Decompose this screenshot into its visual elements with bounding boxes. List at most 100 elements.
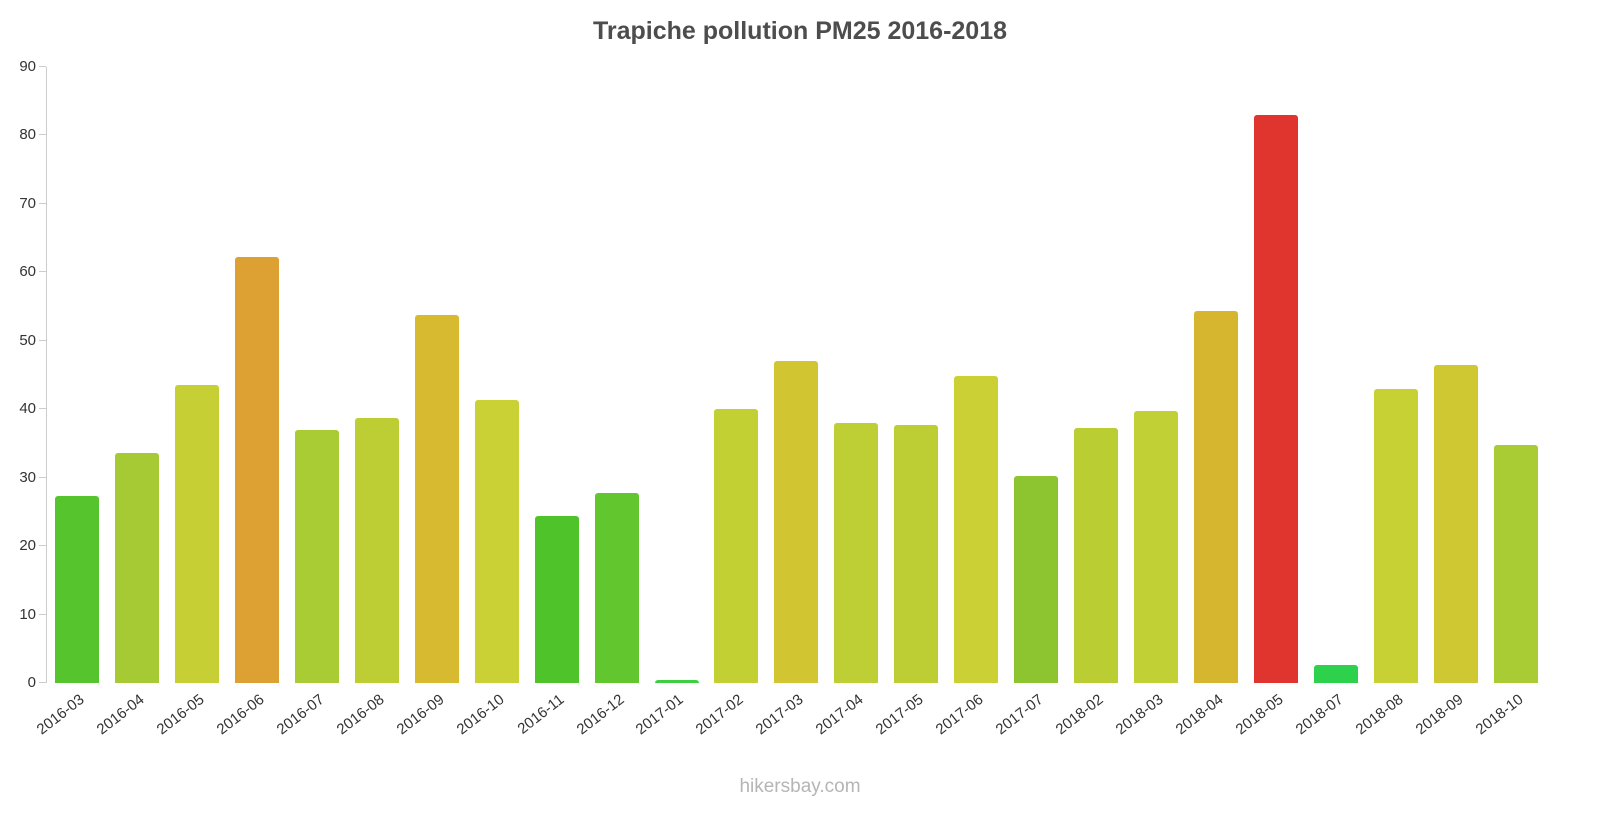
bar-slot: 2018-02 bbox=[1053, 67, 1126, 738]
bar-slot: 2016-11 bbox=[514, 67, 587, 738]
bar-slot: 2016-08 bbox=[333, 67, 407, 738]
bar-2018-08[interactable] bbox=[1373, 389, 1418, 683]
y-tick-label: 10 bbox=[19, 605, 36, 623]
x-tick-label: 2016-06 bbox=[213, 691, 268, 739]
x-tick-label: 2018-07 bbox=[1292, 691, 1347, 739]
x-tick-label: 2017-05 bbox=[872, 691, 927, 739]
bar-2018-02[interactable] bbox=[1074, 427, 1119, 683]
y-tick-mark bbox=[39, 271, 46, 273]
y-tick-label: 60 bbox=[19, 263, 36, 281]
bar-slot: 2016-04 bbox=[94, 67, 167, 738]
bar-slot: 2018-09 bbox=[1413, 67, 1486, 738]
bar-slot: 2018-07 bbox=[1293, 67, 1366, 738]
x-tick-label: 2018-02 bbox=[1052, 691, 1107, 739]
bar-2016-06[interactable] bbox=[234, 257, 279, 683]
y-tick-label: 80 bbox=[19, 126, 36, 144]
x-tick-label: 2016-11 bbox=[514, 691, 568, 738]
y-tick-mark bbox=[39, 66, 46, 67]
y-tick-mark bbox=[39, 476, 46, 478]
bar-2017-05[interactable] bbox=[894, 424, 939, 683]
bar-2016-09[interactable] bbox=[414, 315, 459, 683]
x-tick-label: 2016-05 bbox=[153, 691, 208, 739]
bar-slot: 2017-06 bbox=[933, 67, 1006, 738]
y-tick-label: 70 bbox=[19, 194, 36, 212]
bar-slot: 2016-06 bbox=[213, 67, 287, 738]
x-tick-label: 2016-08 bbox=[333, 691, 388, 739]
y-tick-mark bbox=[39, 545, 46, 547]
x-tick-label: 2017-03 bbox=[753, 691, 807, 739]
source-credit: hikersbay.com bbox=[739, 776, 861, 797]
bar-slot: 2017-05 bbox=[873, 67, 946, 738]
chart-title: Trapiche pollution PM25 2016-2018 bbox=[592, 17, 1008, 45]
bar-2016-07[interactable] bbox=[294, 430, 339, 683]
bar-slot: 2017-07 bbox=[993, 67, 1066, 738]
x-tick-label: 2016-03 bbox=[33, 691, 88, 739]
y-tick-label: 50 bbox=[19, 331, 36, 349]
x-tick-label: 2018-03 bbox=[1112, 691, 1167, 739]
x-tick-label: 2016-09 bbox=[393, 691, 448, 739]
bar-slot: 2016-10 bbox=[453, 67, 527, 738]
y-tick-label: 20 bbox=[19, 537, 36, 555]
bar-2017-01[interactable] bbox=[654, 679, 699, 683]
bar-slot: 2017-03 bbox=[753, 67, 826, 738]
y-tick-label: 90 bbox=[19, 58, 36, 75]
bar-2017-07[interactable] bbox=[1014, 475, 1059, 683]
bar-2018-09[interactable] bbox=[1433, 364, 1478, 683]
bar-2016-12[interactable] bbox=[594, 492, 639, 683]
bar-2016-05[interactable] bbox=[174, 385, 219, 683]
x-tick-label: 2018-10 bbox=[1472, 691, 1527, 739]
bar-2018-07[interactable] bbox=[1313, 665, 1358, 683]
x-tick-label: 2018-05 bbox=[1232, 691, 1287, 739]
y-tick-label: 0 bbox=[27, 674, 36, 691]
y-tick-mark bbox=[39, 134, 46, 136]
y-tick-mark bbox=[39, 408, 46, 410]
bar-slot: 2018-05 bbox=[1233, 67, 1306, 738]
bar-2017-06[interactable] bbox=[954, 375, 999, 683]
bar-2018-04[interactable] bbox=[1194, 311, 1239, 683]
bar-slot: 2017-02 bbox=[693, 67, 766, 738]
x-tick-label: 2017-06 bbox=[932, 691, 987, 739]
bar-2016-03[interactable] bbox=[54, 496, 99, 683]
x-tick-label: 2018-08 bbox=[1352, 691, 1407, 739]
bar-2017-02[interactable] bbox=[714, 409, 759, 683]
bar-2016-11[interactable] bbox=[534, 516, 579, 683]
plot-wrapper: 2016-03 2016-04 2016-05 2016-06 2016-07 2016-… bbox=[19, 58, 1546, 738]
y-tick-mark bbox=[39, 202, 46, 204]
bar-slot: 2018-04 bbox=[1173, 67, 1246, 738]
y-tick-label: 40 bbox=[19, 400, 36, 418]
bar-slot: 2017-01 bbox=[633, 67, 707, 738]
x-tick-label: 2016-12 bbox=[573, 691, 628, 739]
y-tick-mark bbox=[39, 613, 46, 615]
bar-slot: 2016-12 bbox=[573, 67, 647, 738]
x-tick-label: 2018-04 bbox=[1172, 691, 1227, 739]
bar-chart: Trapiche pollution PM25 2016-2018 2016-0… bbox=[0, 16, 1600, 797]
bar-slot: 2018-03 bbox=[1113, 67, 1186, 738]
bar-slot: 2016-07 bbox=[273, 67, 347, 738]
x-tick-label: 2016-07 bbox=[273, 691, 328, 739]
bar-slot: 2017-04 bbox=[813, 67, 886, 738]
bar-2018-03[interactable] bbox=[1134, 411, 1179, 683]
x-tick-label: 2017-02 bbox=[693, 691, 747, 739]
bar-slot: 2018-10 bbox=[1472, 67, 1546, 738]
x-tick-label: 2017-04 bbox=[812, 691, 867, 739]
bar-2017-03[interactable] bbox=[774, 361, 819, 683]
y-tick-mark bbox=[39, 339, 46, 341]
bar-slot: 2016-03 bbox=[34, 67, 107, 738]
y-tick-label: 30 bbox=[19, 468, 36, 486]
x-tick-label: 2016-10 bbox=[453, 691, 508, 739]
x-tick-label: 2017-07 bbox=[992, 691, 1047, 739]
bar-2018-05[interactable] bbox=[1254, 114, 1299, 683]
bar-slot: 2018-08 bbox=[1353, 67, 1426, 738]
bar-2017-04[interactable] bbox=[834, 422, 879, 683]
bar-2016-10[interactable] bbox=[474, 400, 519, 683]
x-tick-label: 2017-01 bbox=[633, 691, 687, 739]
y-tick-mark bbox=[39, 682, 46, 683]
bar-2016-08[interactable] bbox=[354, 418, 399, 683]
bar-slot: 2016-09 bbox=[393, 67, 467, 738]
x-tick-label: 2016-04 bbox=[93, 691, 148, 739]
x-tick-label: 2018-09 bbox=[1412, 691, 1467, 739]
bar-2016-04[interactable] bbox=[114, 453, 159, 683]
bar-slot: 2016-05 bbox=[154, 67, 227, 738]
bar-2018-10[interactable] bbox=[1493, 444, 1538, 683]
plot-area: 2016-03 2016-04 2016-05 2016-06 2016-07 2016-… bbox=[34, 67, 1546, 738]
